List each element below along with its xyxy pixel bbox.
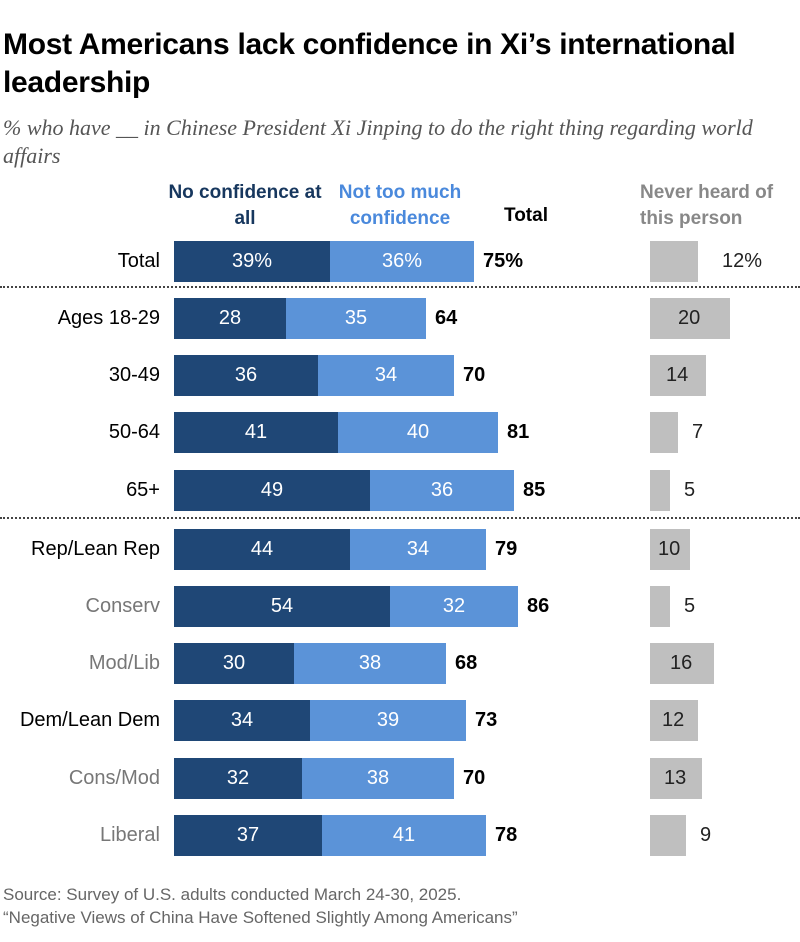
row-label: Cons/Mod	[68, 767, 160, 789]
bar-never-heard	[650, 586, 670, 627]
never-heard-value: 5	[684, 479, 696, 501]
row-label: Total	[117, 250, 160, 272]
divider-party	[0, 517, 800, 519]
total-value: 75%	[483, 250, 524, 272]
bar-never-heard	[650, 355, 706, 396]
total-value: 81	[507, 421, 530, 443]
never-heard-value: 12%	[722, 250, 763, 272]
row-label: Rep/Lean Rep	[31, 538, 160, 560]
chart-title: Most Americans lack confidence in Xi’s i…	[3, 28, 736, 99]
bar-not-too-much: 41	[322, 815, 486, 856]
bar-never-heard	[650, 529, 690, 570]
bar-no-confidence: 32	[174, 758, 302, 799]
total-value: 78	[495, 824, 518, 846]
bar-never-heard	[650, 298, 730, 339]
bar-not-too-much: 34	[350, 529, 486, 570]
total-value: 70	[463, 767, 486, 789]
never-heard-value: 14	[666, 364, 689, 386]
total-value: 68	[455, 652, 478, 674]
never-heard-value: 13	[664, 767, 687, 789]
row-label: Liberal	[99, 824, 160, 846]
bar-never-heard	[650, 643, 714, 684]
total-value: 86	[527, 595, 550, 617]
total-value: 73	[475, 709, 498, 731]
bar-never-heard	[650, 758, 702, 799]
row-label: 50-64	[108, 421, 160, 443]
bar-not-too-much: 40	[338, 412, 498, 453]
header-no-confidence: No confidence at all	[168, 182, 322, 229]
row-label: Dem/Lean Dem	[19, 709, 160, 731]
bar-not-too-much: 36%	[330, 241, 474, 282]
bar-not-too-much: 36	[370, 470, 514, 511]
total-value: 79	[495, 538, 518, 560]
bar-no-confidence: 49	[174, 470, 370, 511]
bar-not-too-much: 34	[318, 355, 454, 396]
total-value: 85	[523, 479, 546, 501]
chart-subtitle: % who have __ in Chinese President Xi Ji…	[3, 115, 753, 168]
bar-no-confidence: 34	[174, 700, 310, 741]
total-value: 70	[463, 364, 486, 386]
never-heard-value: 10	[658, 538, 681, 560]
bar-not-too-much: 38	[302, 758, 454, 799]
bar-never-heard	[650, 241, 698, 282]
row-label: Ages 18-29	[57, 307, 160, 329]
never-heard-value: 9	[700, 824, 712, 846]
bar-never-heard	[650, 412, 678, 453]
never-heard-value: 12	[662, 709, 685, 731]
never-heard-value: 7	[692, 421, 704, 443]
bar-never-heard	[650, 815, 686, 856]
header-total: Total	[504, 205, 548, 226]
header-never-heard: Never heard of this person	[640, 182, 774, 229]
never-heard-value: 16	[670, 652, 693, 674]
row-label: 65+	[126, 479, 160, 501]
bar-no-confidence: 36	[174, 355, 318, 396]
never-heard-value: 20	[678, 307, 701, 329]
divider-age	[0, 286, 800, 288]
bar-never-heard	[650, 470, 670, 511]
bar-no-confidence: 39%	[174, 241, 330, 282]
source-note: Source: Survey of U.S. adults conducted …	[3, 885, 462, 904]
bar-no-confidence: 54	[174, 586, 390, 627]
bar-no-confidence: 37	[174, 815, 322, 856]
bar-no-confidence: 44	[174, 529, 350, 570]
row-label: Conserv	[85, 595, 160, 617]
row-label: Mod/Lib	[88, 652, 160, 674]
bar-not-too-much: 35	[286, 298, 426, 339]
bar-no-confidence: 28	[174, 298, 286, 339]
bar-no-confidence: 41	[174, 412, 338, 453]
bar-never-heard	[650, 700, 698, 741]
bar-no-confidence: 30	[174, 643, 294, 684]
never-heard-value: 5	[684, 595, 696, 617]
bar-not-too-much: 38	[294, 643, 446, 684]
bar-not-too-much: 32	[390, 586, 518, 627]
total-value: 64	[435, 307, 458, 329]
header-not-too-much: Not too much confidence	[338, 182, 462, 229]
row-label: 30-49	[108, 364, 160, 386]
bar-not-too-much: 39	[310, 700, 466, 741]
report-title: “Negative Views of China Have Softened S…	[3, 908, 518, 927]
